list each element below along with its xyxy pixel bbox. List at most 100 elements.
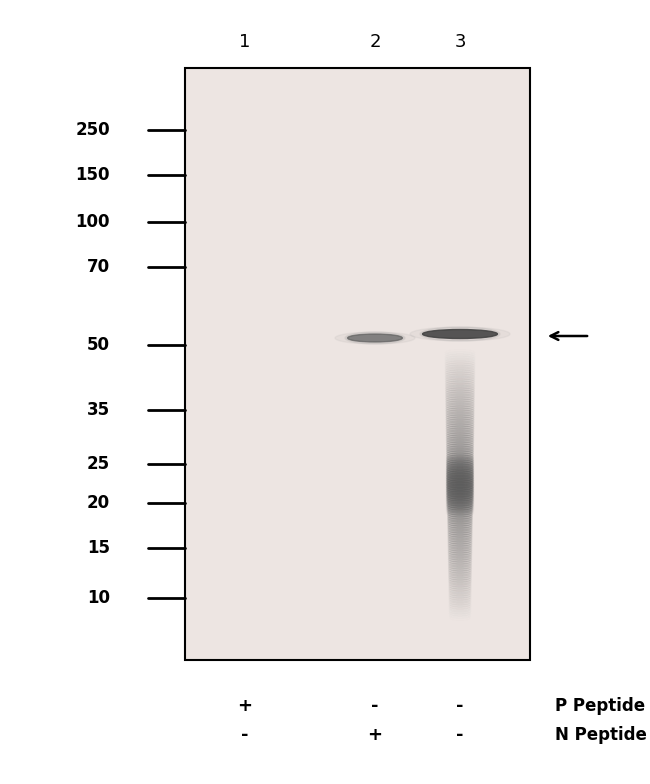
Ellipse shape	[447, 477, 473, 484]
Ellipse shape	[446, 383, 474, 389]
Ellipse shape	[447, 446, 473, 452]
Ellipse shape	[445, 379, 474, 384]
Text: 2: 2	[369, 33, 381, 51]
Ellipse shape	[448, 500, 473, 506]
Ellipse shape	[448, 565, 471, 572]
Ellipse shape	[448, 516, 472, 521]
Ellipse shape	[447, 492, 473, 496]
Ellipse shape	[448, 511, 473, 517]
Ellipse shape	[448, 570, 471, 575]
Ellipse shape	[446, 397, 474, 402]
Ellipse shape	[448, 529, 472, 535]
Ellipse shape	[447, 500, 473, 506]
Text: 20: 20	[87, 494, 110, 512]
Ellipse shape	[448, 576, 471, 583]
Ellipse shape	[447, 423, 474, 430]
Ellipse shape	[448, 536, 472, 542]
Ellipse shape	[448, 514, 472, 520]
Ellipse shape	[447, 462, 473, 468]
Text: 35: 35	[87, 401, 110, 419]
Text: P Peptide: P Peptide	[555, 697, 645, 715]
Ellipse shape	[447, 469, 473, 474]
Ellipse shape	[448, 522, 472, 528]
Ellipse shape	[447, 428, 474, 434]
Ellipse shape	[447, 473, 473, 479]
Ellipse shape	[335, 332, 415, 344]
Ellipse shape	[447, 457, 473, 463]
Ellipse shape	[348, 334, 402, 342]
Ellipse shape	[447, 488, 473, 493]
Ellipse shape	[448, 509, 473, 515]
Ellipse shape	[448, 557, 471, 562]
Ellipse shape	[446, 412, 474, 418]
Text: 50: 50	[87, 336, 110, 354]
Text: +: +	[237, 697, 252, 715]
Ellipse shape	[447, 496, 473, 501]
Ellipse shape	[447, 470, 473, 477]
Ellipse shape	[410, 327, 510, 341]
Ellipse shape	[449, 586, 471, 591]
Ellipse shape	[447, 487, 473, 492]
Ellipse shape	[447, 478, 473, 483]
Bar	[185, 68, 530, 660]
Text: 150: 150	[75, 166, 110, 184]
Ellipse shape	[447, 441, 473, 448]
Ellipse shape	[345, 332, 405, 344]
Text: 15: 15	[87, 539, 110, 557]
Ellipse shape	[447, 421, 474, 427]
Ellipse shape	[448, 572, 471, 578]
Ellipse shape	[448, 574, 471, 580]
Ellipse shape	[447, 452, 473, 459]
Ellipse shape	[447, 477, 473, 481]
Ellipse shape	[447, 457, 473, 462]
Ellipse shape	[447, 466, 473, 472]
Ellipse shape	[448, 506, 473, 513]
Ellipse shape	[446, 405, 474, 412]
Ellipse shape	[447, 433, 474, 438]
Ellipse shape	[447, 464, 473, 470]
Ellipse shape	[449, 588, 471, 593]
Ellipse shape	[447, 463, 473, 468]
Ellipse shape	[449, 581, 471, 587]
Text: -: -	[456, 726, 463, 744]
Ellipse shape	[447, 506, 473, 511]
Ellipse shape	[449, 590, 471, 596]
Ellipse shape	[449, 583, 471, 590]
Ellipse shape	[447, 495, 473, 499]
Text: -: -	[371, 697, 379, 715]
Ellipse shape	[448, 552, 472, 557]
Ellipse shape	[447, 439, 473, 445]
Ellipse shape	[446, 385, 474, 391]
Text: 25: 25	[87, 455, 110, 473]
Ellipse shape	[446, 392, 474, 398]
Ellipse shape	[447, 470, 473, 476]
Ellipse shape	[448, 568, 471, 574]
Ellipse shape	[447, 499, 473, 504]
Ellipse shape	[447, 462, 473, 466]
Ellipse shape	[447, 495, 473, 502]
Ellipse shape	[447, 493, 473, 499]
Text: 100: 100	[75, 213, 110, 231]
Ellipse shape	[447, 487, 473, 492]
Text: N Peptide: N Peptide	[555, 726, 647, 744]
Ellipse shape	[448, 524, 472, 531]
Ellipse shape	[446, 387, 474, 394]
Ellipse shape	[447, 485, 473, 491]
Ellipse shape	[448, 504, 473, 510]
Ellipse shape	[446, 403, 474, 409]
Ellipse shape	[447, 482, 473, 488]
Ellipse shape	[447, 498, 473, 503]
Ellipse shape	[447, 448, 473, 454]
Text: +: +	[367, 726, 382, 744]
Ellipse shape	[447, 459, 473, 463]
Text: -: -	[456, 697, 463, 715]
Ellipse shape	[447, 508, 473, 513]
Ellipse shape	[447, 469, 473, 474]
Text: 250: 250	[75, 121, 110, 139]
Ellipse shape	[448, 518, 472, 524]
Ellipse shape	[448, 540, 472, 546]
Ellipse shape	[449, 579, 471, 585]
Ellipse shape	[446, 401, 474, 407]
Ellipse shape	[447, 498, 473, 504]
Ellipse shape	[447, 505, 473, 510]
